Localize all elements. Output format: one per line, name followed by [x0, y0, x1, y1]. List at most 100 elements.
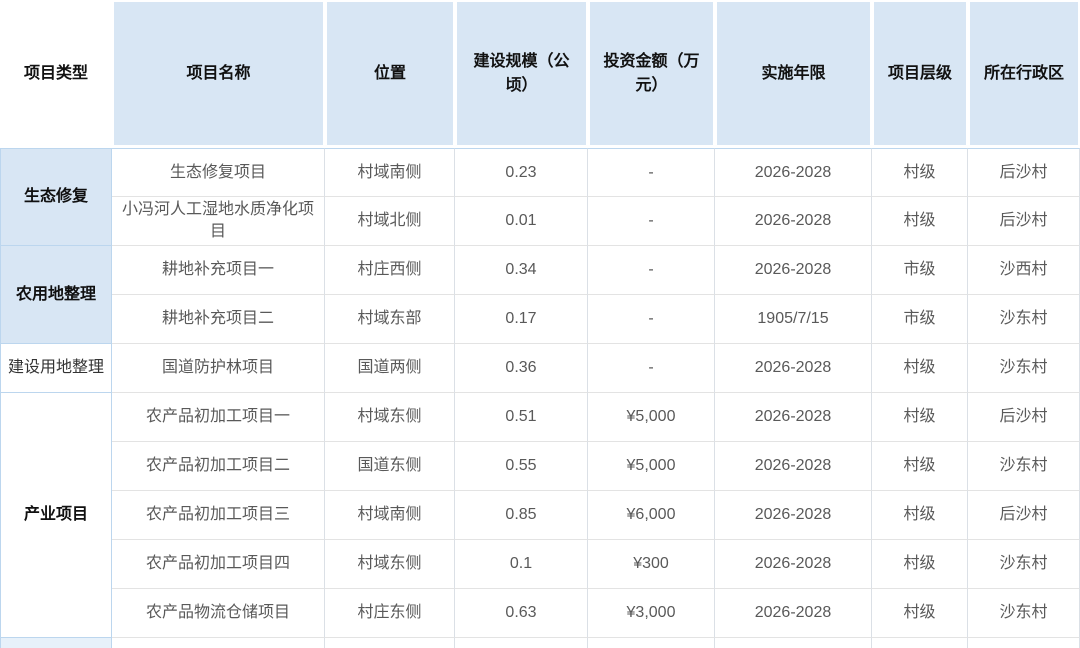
- cell-district: 沙东村: [968, 295, 1080, 344]
- table-row: 建设用地整理 国道防护林项目 国道两侧 0.36 - 2026-2028 村级 …: [0, 344, 1080, 393]
- cell-location: 村庄西侧: [325, 246, 455, 295]
- cell-district: 后沙村: [968, 491, 1080, 540]
- cell-investment: -: [588, 344, 715, 393]
- cell-location: 国道两侧: [325, 344, 455, 393]
- cell-period: 2026-2028: [715, 246, 872, 295]
- cell-scale: 0.1: [455, 540, 588, 589]
- cell-investment: ¥3,000: [588, 589, 715, 638]
- col-header-scale: 建设规模（公顷）: [455, 0, 588, 148]
- cell-investment: ¥6,000: [588, 491, 715, 540]
- cell-scale: 0.63: [455, 589, 588, 638]
- cell-project-name: 农产品初加工项目一: [112, 393, 325, 442]
- table-row: 耕地补充项目二 村域东部 0.17 - 1905/7/15 市级 沙东村: [0, 295, 1080, 344]
- cell-investment: -: [588, 295, 715, 344]
- partial-cell: [872, 638, 968, 648]
- cell-district: 沙东村: [968, 344, 1080, 393]
- cell-level: 村级: [872, 540, 968, 589]
- cell-investment: ¥5,000: [588, 442, 715, 491]
- cell-period: 2026-2028: [715, 491, 872, 540]
- cell-district: 沙东村: [968, 442, 1080, 491]
- cell-project-name: 耕地补充项目二: [112, 295, 325, 344]
- cell-project-name: 农产品初加工项目四: [112, 540, 325, 589]
- cell-level: 村级: [872, 148, 968, 197]
- group-farmland-consolidation: 农用地整理: [0, 246, 112, 344]
- cell-scale: 0.17: [455, 295, 588, 344]
- table-row: 小冯河人工湿地水质净化项目 村域北侧 0.01 - 2026-2028 村级 后…: [0, 197, 1080, 246]
- cell-level: 村级: [872, 197, 968, 246]
- cell-project-name: 农产品物流仓储项目: [112, 589, 325, 638]
- cell-project-name: 国道防护林项目: [112, 344, 325, 393]
- cell-project-name: 农产品初加工项目二: [112, 442, 325, 491]
- cell-level: 村级: [872, 393, 968, 442]
- cell-location: 村域东侧: [325, 393, 455, 442]
- partial-cell: [588, 638, 715, 648]
- cell-scale: 0.36: [455, 344, 588, 393]
- cell-location: 村域东侧: [325, 540, 455, 589]
- cell-period: 2026-2028: [715, 540, 872, 589]
- cell-level: 市级: [872, 295, 968, 344]
- cell-location: 村域北侧: [325, 197, 455, 246]
- cell-level: 村级: [872, 491, 968, 540]
- partial-cell: [715, 638, 872, 648]
- cell-period: 2026-2028: [715, 393, 872, 442]
- col-header-level: 项目层级: [872, 0, 968, 148]
- cell-district: 沙东村: [968, 540, 1080, 589]
- cell-location: 村庄东侧: [325, 589, 455, 638]
- cell-investment: -: [588, 197, 715, 246]
- cell-location: 村域南侧: [325, 491, 455, 540]
- cell-investment: ¥5,000: [588, 393, 715, 442]
- partial-cell: [112, 638, 325, 648]
- partial-cell: [455, 638, 588, 648]
- col-header-location: 位置: [325, 0, 455, 148]
- cell-location: 村域东部: [325, 295, 455, 344]
- cell-level: 村级: [872, 589, 968, 638]
- cell-investment: -: [588, 148, 715, 197]
- cell-period: 1905/7/15: [715, 295, 872, 344]
- cell-scale: 0.85: [455, 491, 588, 540]
- cell-level: 村级: [872, 442, 968, 491]
- col-header-investment: 投资金额（万元）: [588, 0, 715, 148]
- table-row: 农用地整理 耕地补充项目一 村庄西侧 0.34 - 2026-2028 市级 沙…: [0, 246, 1080, 344]
- cell-period: 2026-2028: [715, 197, 872, 246]
- table-row: 农产品初加工项目二 国道东侧 0.55 ¥5,000 2026-2028 村级 …: [0, 442, 1080, 491]
- cell-district: 后沙村: [968, 148, 1080, 197]
- cell-project-name: 生态修复项目: [112, 148, 325, 197]
- table-row: 生态修复 生态修复项目 村域南侧 0.23 - 2026-2028 村级 后沙村: [0, 148, 1080, 246]
- col-header-period: 实施年限: [715, 0, 872, 148]
- cell-period: 2026-2028: [715, 442, 872, 491]
- col-header-project-name: 项目名称: [112, 0, 325, 148]
- partial-bottom-row: [0, 638, 1080, 648]
- cell-project-name: 耕地补充项目一: [112, 246, 325, 295]
- cell-period: 2026-2028: [715, 148, 872, 197]
- partial-cell: [325, 638, 455, 648]
- cell-period: 2026-2028: [715, 589, 872, 638]
- group-construction-land-consolidation: 建设用地整理: [0, 344, 112, 393]
- group-industrial-projects: 产业项目: [0, 393, 112, 638]
- cell-level: 村级: [872, 344, 968, 393]
- col-header-project-type: 项目类型: [0, 0, 112, 148]
- cell-scale: 0.23: [455, 148, 588, 197]
- header-row: 项目类型 项目名称 位置 建设规模（公顷） 投资金额（万元） 实施年限 项目层级…: [0, 0, 1080, 148]
- cell-scale: 0.01: [455, 197, 588, 246]
- cell-scale: 0.55: [455, 442, 588, 491]
- cell-investment: ¥300: [588, 540, 715, 589]
- cell-location: 国道东侧: [325, 442, 455, 491]
- cell-district: 沙西村: [968, 246, 1080, 295]
- cell-project-name: 农产品初加工项目三: [112, 491, 325, 540]
- table-row: 农产品物流仓储项目 村庄东侧 0.63 ¥3,000 2026-2028 村级 …: [0, 589, 1080, 638]
- cell-district: 后沙村: [968, 393, 1080, 442]
- cell-scale: 0.34: [455, 246, 588, 295]
- table-row: 农产品初加工项目四 村域东侧 0.1 ¥300 2026-2028 村级 沙东村: [0, 540, 1080, 589]
- cell-district: 沙东村: [968, 589, 1080, 638]
- table-row: 农产品初加工项目三 村域南侧 0.85 ¥6,000 2026-2028 村级 …: [0, 491, 1080, 540]
- cell-district: 后沙村: [968, 197, 1080, 246]
- cell-investment: -: [588, 246, 715, 295]
- cell-period: 2026-2028: [715, 344, 872, 393]
- cell-scale: 0.51: [455, 393, 588, 442]
- table-row: 产业项目 农产品初加工项目一 村域东侧 0.51 ¥5,000 2026-202…: [0, 393, 1080, 638]
- cell-location: 村域南侧: [325, 148, 455, 197]
- group-ecological-restoration: 生态修复: [0, 148, 112, 246]
- group-empty-partial: [0, 638, 112, 648]
